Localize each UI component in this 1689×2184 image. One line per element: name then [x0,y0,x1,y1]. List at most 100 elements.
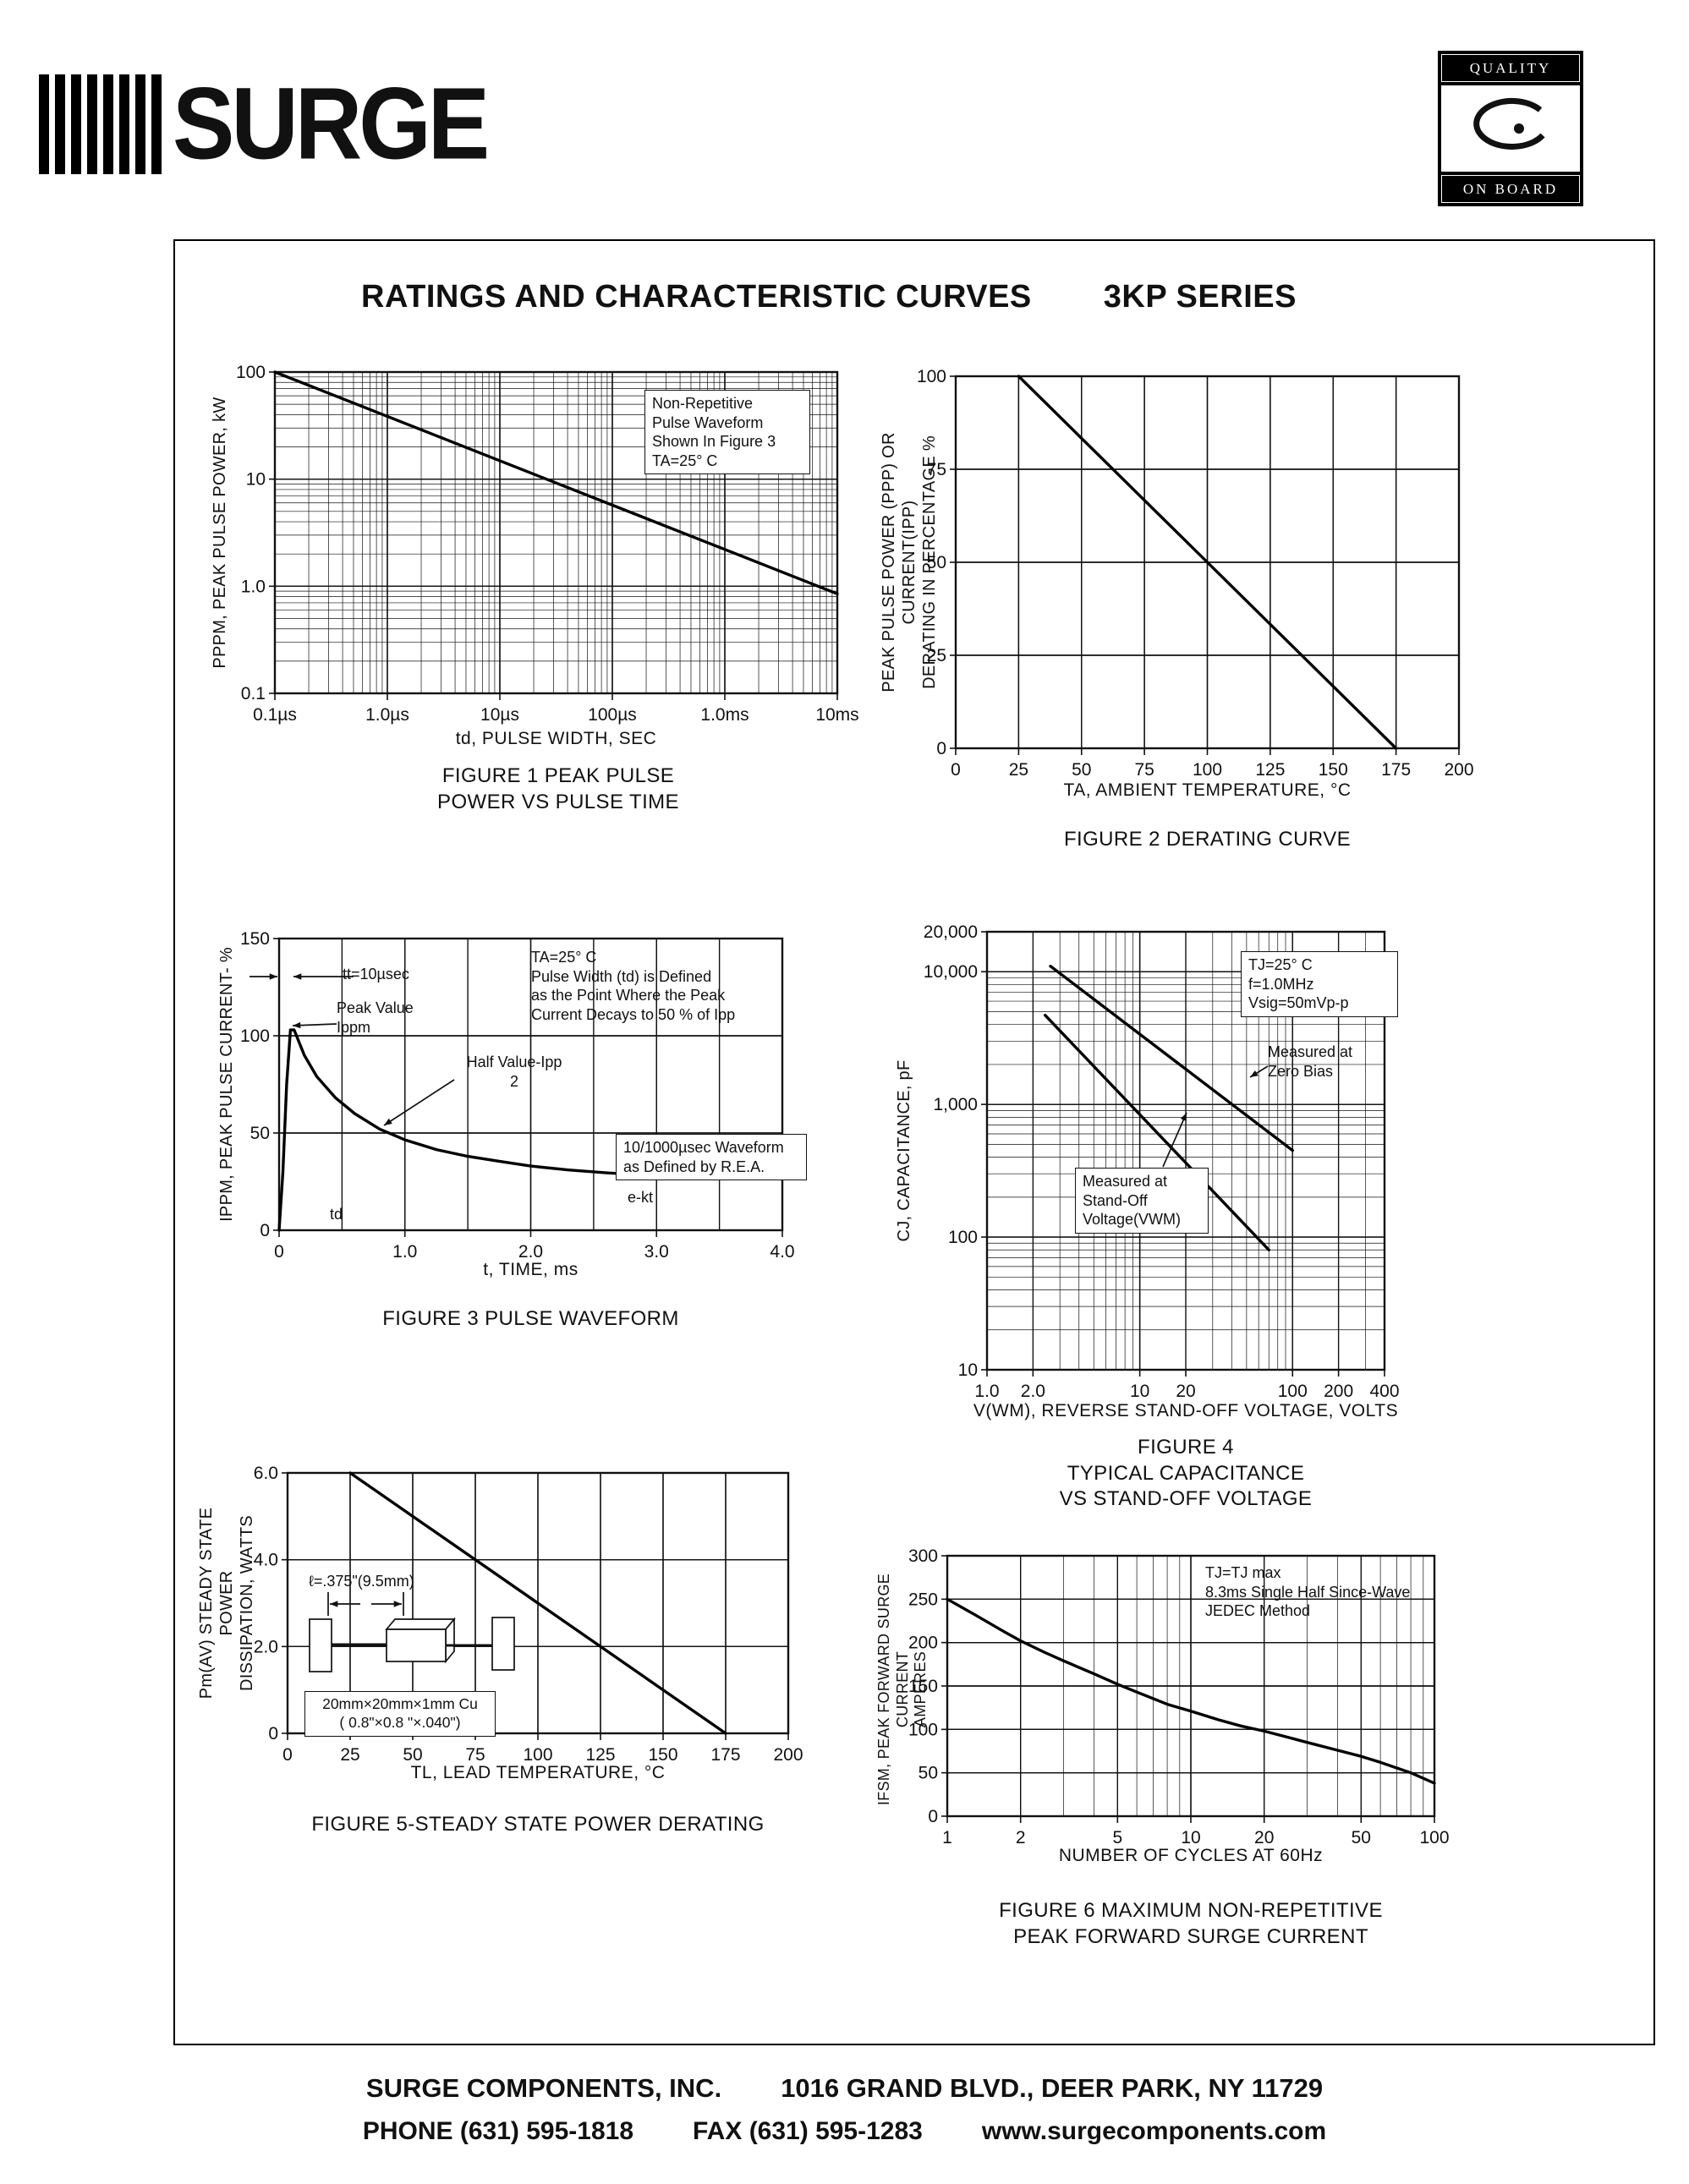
fig3-annotation-pulse-width: td [330,1206,343,1223]
svg-text:50: 50 [250,1124,270,1143]
svg-text:100µs: 100µs [588,705,637,725]
svg-text:10: 10 [958,1360,978,1380]
fig2-plot-svg: 0 25 50 75 100 125 150 175 200 0 25 50 75 100 [917,367,1474,780]
fig2-x-axis-label: TA, AMBIENT TEMPERATURE, °C [1063,780,1352,800]
figure-3-pulse-waveform-chart: IPPM, PEAK PULSE CURRENT- % 0 1.0 2.0 3.0 4.… [195,917,888,1378]
fig3-caption: FIGURE 3 PULSE WAVEFORM [382,1307,679,1330]
svg-text:2.0: 2.0 [518,1242,543,1262]
svg-text:0: 0 [260,1221,270,1240]
svg-text:2: 2 [1016,1828,1026,1847]
svg-text:125: 125 [585,1745,615,1765]
svg-text:0: 0 [928,1807,938,1826]
svg-text:4.0: 4.0 [254,1551,278,1570]
svg-text:1.0ms: 1.0ms [700,705,749,725]
fig4-x-axis-label: V(WM), REVERSE STAND-OFF VOLTAGE, VOLTS [973,1401,1399,1420]
svg-text:10: 10 [1130,1382,1149,1401]
svg-text:100: 100 [917,367,946,386]
svg-text:400: 400 [1369,1382,1399,1401]
svg-text:1.0µs: 1.0µs [365,705,409,725]
svg-text:50: 50 [1072,760,1091,780]
svg-text:10ms: 10ms [815,705,858,725]
svg-text:1.0: 1.0 [974,1382,999,1401]
fig3-annotation-decay-term: e-kt [628,1189,654,1206]
svg-text:100: 100 [1193,760,1222,780]
fig4-annotation-standoff: Measured at Stand-Off Voltage(VWM) [1075,1168,1209,1234]
fig3-x-axis-label: t, TIME, ms [483,1260,579,1279]
page-title-text: RATINGS AND CHARACTERISTIC CURVES [361,279,1032,315]
fig5-caption: FIGURE 5-STEADY STATE POWER DERATING [311,1813,765,1836]
figure-1-peak-pulse-power-chart: PPPM, PEAK PULSE POWER, kW 0.1µs 1.0µs 10µ… [195,359,871,829]
fig5-annotation-lead-length: ℓ=.375"(9.5mm) [309,1573,414,1590]
svg-text:2.0: 2.0 [1021,1382,1045,1401]
svg-text:0.1µs: 0.1µs [253,705,297,725]
svg-text:150: 150 [648,1745,677,1765]
fig6-annotation-conditions: TJ=TJ max 8.3ms Single Half Since-Wave J… [1205,1564,1411,1619]
fig1-caption: FIGURE 1 PEAK PULSE POWER VS PULSE TIME [437,764,679,813]
fig3-plot-svg: 0 1.0 2.0 3.0 4.0 0 50 100 150 [240,929,795,1262]
figure-2-derating-curve-chart: PEAK PULSE POWER (PPP) OR CURRENT(IPP) D… [880,364,1586,888]
svg-text:200: 200 [1324,1382,1353,1401]
fig4-annotation-conditions: TJ=25° C f=1.0MHz Vsig=50mVp-p [1241,951,1398,1017]
svg-text:0: 0 [274,1242,284,1262]
svg-text:2.0: 2.0 [254,1637,278,1656]
svg-text:0: 0 [951,760,961,780]
page-title: RATINGS AND CHARACTERISTIC CURVES 3KP SER… [178,279,1480,315]
fig3-annotation-half-value: Half Value-Ipp 2 [466,1054,562,1090]
svg-text:100: 100 [1278,1382,1308,1401]
svg-text:75: 75 [1134,760,1154,780]
fig1-annotation-note: Non-Repetitive Pulse Waveform Shown In F… [644,390,810,474]
fig3-annotation-conditions: TA=25° C Pulse Width (td) is Defined as … [531,949,736,1023]
svg-text:20: 20 [1254,1828,1274,1847]
svg-text:175: 175 [710,1745,740,1765]
svg-text:1.0: 1.0 [392,1242,417,1262]
svg-text:0: 0 [936,739,946,758]
svg-text:250: 250 [909,1590,938,1609]
svg-text:1: 1 [942,1828,952,1847]
svg-text:50: 50 [919,1764,938,1783]
svg-text:100: 100 [948,1228,978,1247]
svg-text:3.0: 3.0 [644,1242,669,1262]
quality-on-board-logo: QUALITY ON BOARD [1438,51,1583,206]
fig5-plot-svg: 0 25 50 75 100 125 150 175 200 0 2.0 4.0 6.0 [254,1464,803,1765]
svg-text:6.0: 6.0 [254,1464,278,1483]
footer-company: SURGE COMPONENTS, INC. [365,2073,722,2103]
svg-text:200: 200 [773,1745,803,1765]
fig3-annotation-waveform-definition: 10/1000µsec Waveform as Defined by R.E.A… [616,1134,807,1180]
svg-text:125: 125 [1255,760,1285,780]
svg-text:25: 25 [927,646,946,665]
svg-text:100: 100 [523,1745,552,1765]
svg-text:10,000: 10,000 [924,962,978,982]
figure-4-capacitance-chart: CJ, CAPACITANCE, pF 1.0 2.0 10 20 100 200 400 1… [895,917,1586,1568]
svg-text:10: 10 [1181,1828,1200,1847]
svg-text:50: 50 [927,553,946,572]
svg-text:150: 150 [909,1677,938,1696]
figure-6-surge-current-chart: IFSM, PEAK FORWARD SURGE CURRENT AMPERES… [875,1543,1603,2017]
svg-text:100: 100 [909,1720,938,1739]
figure-5-power-derating-chart: Pm(AV) STEADY STATE POWER DISSIPATION, W… [195,1450,888,1856]
svg-text:0.1: 0.1 [241,684,266,703]
fig4-annotation-zero-bias: Measured at Zero Bias [1268,1043,1353,1080]
svg-text:0: 0 [282,1745,293,1765]
svg-text:175: 175 [1381,760,1411,780]
svg-text:75: 75 [927,460,946,479]
svg-text:50: 50 [403,1745,422,1765]
footer-address: 1016 GRAND BLVD., DEER PARK, NY 11729 [781,2073,1324,2103]
fig3-annotation-rise-time: tt=10µsec [343,966,409,983]
fig1-x-axis-label: td, PULSE WIDTH, SEC [455,729,657,748]
surge-logo-bars-icon [39,74,166,174]
svg-text:75: 75 [465,1745,485,1765]
fig5-x-axis-label: TL, LEAD TEMPERATURE, °C [410,1763,666,1782]
svg-text:20,000: 20,000 [924,922,978,942]
fig3-annotation-peak-value: Peak Value Ippm [337,999,414,1036]
fig5-annotation-copper-plate: 20mm×20mm×1mm Cu ( 0.8"×0.8 "×.040") [304,1691,496,1737]
quality-logo-top-label: QUALITY [1441,54,1580,82]
svg-text:100: 100 [1419,1828,1449,1847]
svg-text:150: 150 [240,929,270,949]
fig6-x-axis-label: NUMBER OF CYCLES AT 60Hz [1058,1846,1324,1865]
svg-text:20: 20 [1176,1382,1195,1401]
surge-logo-text: SURGE [173,66,490,181]
svg-text:10µs: 10µs [480,705,519,725]
svg-text:100: 100 [240,1026,270,1046]
footer-address-line: SURGE COMPONENTS, INC. 1016 GRAND BLVD., … [0,2073,1689,2104]
quality-logo-swoosh-icon [1441,85,1580,172]
